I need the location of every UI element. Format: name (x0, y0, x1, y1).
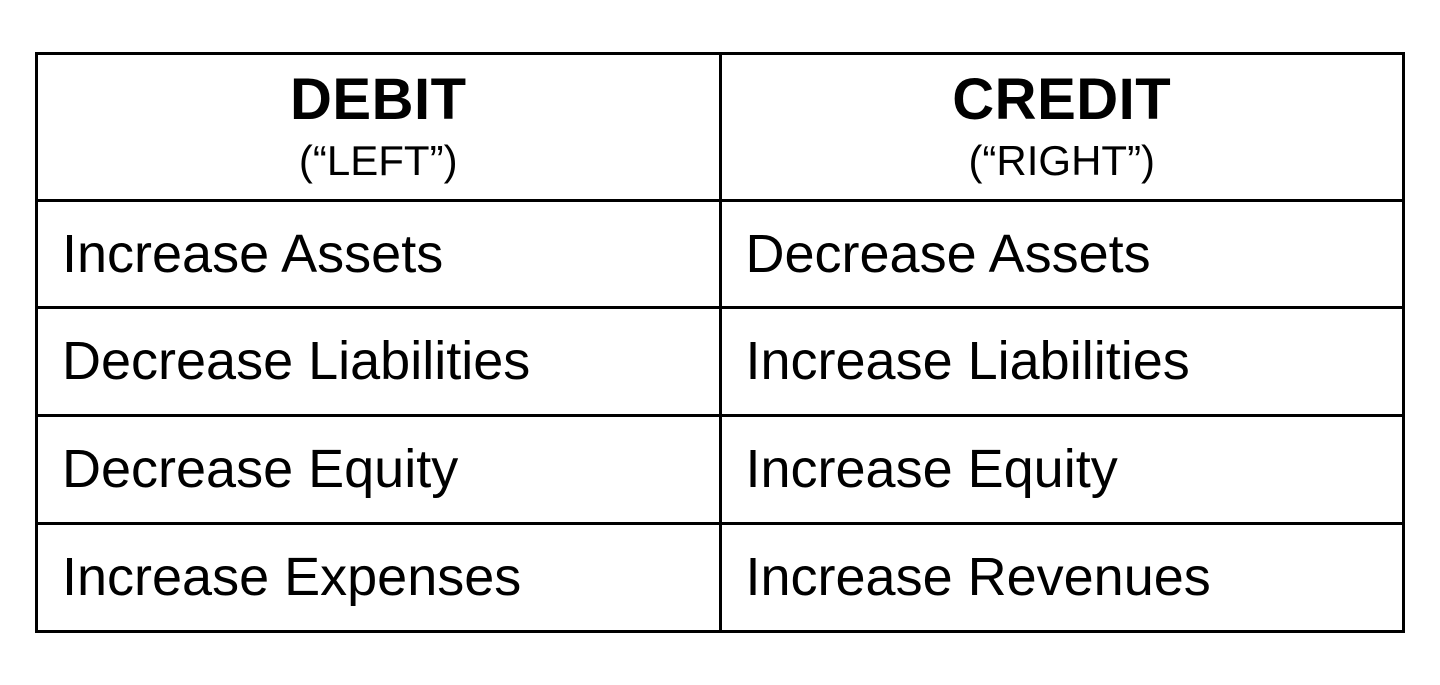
header-row: DEBIT (“LEFT”) CREDIT (“RIGHT”) (37, 54, 1404, 200)
table-row: Increase Assets Decrease Assets (37, 200, 1404, 308)
header-credit: CREDIT (“RIGHT”) (720, 54, 1404, 200)
table-row: Decrease Liabilities Increase Liabilitie… (37, 308, 1404, 416)
debit-credit-table-container: DEBIT (“LEFT”) CREDIT (“RIGHT”) Increase… (35, 52, 1405, 632)
cell-debit: Decrease Liabilities (37, 308, 721, 416)
cell-text: Increase Expenses (62, 547, 521, 607)
table-row: Decrease Equity Increase Equity (37, 416, 1404, 524)
cell-text: Increase Liabilities (746, 331, 1190, 391)
cell-debit: Increase Expenses (37, 523, 721, 631)
table-row: Increase Expenses Increase Revenues (37, 523, 1404, 631)
header-debit-subtitle: (“LEFT”) (58, 134, 699, 189)
cell-text: Decrease Equity (62, 439, 458, 499)
cell-credit: Increase Liabilities (720, 308, 1404, 416)
cell-credit: Decrease Assets (720, 200, 1404, 308)
table-header: DEBIT (“LEFT”) CREDIT (“RIGHT”) (37, 54, 1404, 200)
cell-text: Increase Assets (62, 224, 443, 284)
cell-credit: Increase Equity (720, 416, 1404, 524)
cell-text: Decrease Assets (746, 224, 1151, 284)
cell-text: Increase Equity (746, 439, 1118, 499)
debit-credit-table: DEBIT (“LEFT”) CREDIT (“RIGHT”) Increase… (35, 52, 1405, 632)
cell-credit: Increase Revenues (720, 523, 1404, 631)
header-credit-subtitle: (“RIGHT”) (742, 134, 1383, 189)
table-body: Increase Assets Decrease Assets Decrease… (37, 200, 1404, 631)
header-debit-title: DEBIT (58, 67, 699, 134)
cell-text: Increase Revenues (746, 547, 1211, 607)
header-credit-title: CREDIT (742, 67, 1383, 134)
cell-debit: Decrease Equity (37, 416, 721, 524)
header-debit: DEBIT (“LEFT”) (37, 54, 721, 200)
cell-text: Decrease Liabilities (62, 331, 530, 391)
cell-debit: Increase Assets (37, 200, 721, 308)
